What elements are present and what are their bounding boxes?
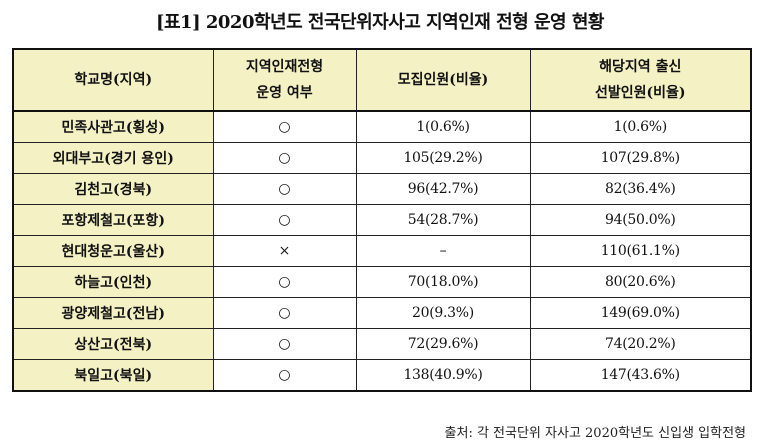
table-row: 광양제철고(전남) ○ 20(9.3%) 149(69.0%): [12, 297, 752, 329]
table-title: [표1] 2020학년도 전국단위자사고 지역인재 전형 운영 현황: [155, 12, 605, 33]
table-row: 김천고(경북) ○ 96(42.7%) 82(36.4%): [12, 173, 752, 205]
selected-cell: 149(69.0%): [529, 297, 752, 329]
source-note: 출처: 각 전국단위 자사고 2020학년도 신입생 입학전형: [444, 426, 746, 441]
header-selected-line2: 선발인원(비율): [594, 85, 686, 101]
header-school-line: 학교명(지역): [74, 72, 153, 88]
table-row: 외대부고(경기 용인) ○ 105(29.2%) 107(29.8%): [12, 142, 752, 174]
table-row: 포항제철고(포항) ○ 54(28.7%) 94(50.0%): [12, 204, 752, 236]
school-cell: 하늘고(인천): [12, 266, 214, 298]
selected-cell: 1(0.6%): [529, 110, 752, 143]
selected-cell: 74(20.2%): [529, 328, 752, 360]
operated-cell: ○: [212, 297, 357, 329]
selected-cell: 147(43.6%): [529, 359, 752, 392]
header-recruit-line: 모집인원(비율): [397, 72, 489, 88]
header-row: 학교명(지역) 지역인재전형 운영 여부 모집인원(비율) 해당지역 출신 선발…: [12, 48, 752, 112]
recruit-cell: –: [355, 235, 531, 267]
operated-cell: ○: [212, 359, 357, 392]
table-row: 상산고(전북) ○ 72(29.6%) 74(20.2%): [12, 328, 752, 360]
recruit-cell: 138(40.9%): [355, 359, 531, 392]
recruitment-table: 학교명(지역) 지역인재전형 운영 여부 모집인원(비율) 해당지역 출신 선발…: [12, 48, 752, 392]
header-recruit: 모집인원(비율): [355, 48, 531, 112]
school-cell: 김천고(경북): [12, 173, 214, 205]
school-cell: 북일고(북일): [12, 359, 214, 392]
school-cell: 현대청운고(울산): [12, 235, 214, 267]
header-selected: 해당지역 출신 선발인원(비율): [529, 48, 752, 112]
recruit-cell: 70(18.0%): [355, 266, 531, 298]
header-operated: 지역인재전형 운영 여부: [212, 48, 357, 112]
school-cell: 광양제철고(전남): [12, 297, 214, 329]
operated-cell: ○: [212, 266, 357, 298]
school-cell: 민족사관고(횡성): [12, 110, 214, 143]
recruit-cell: 54(28.7%): [355, 204, 531, 236]
recruit-cell: 1(0.6%): [355, 110, 531, 143]
recruit-cell: 20(9.3%): [355, 297, 531, 329]
operated-cell: ×: [212, 235, 357, 267]
header-operated-line2: 운영 여부: [256, 85, 313, 101]
selected-cell: 80(20.6%): [529, 266, 752, 298]
operated-cell: ○: [212, 328, 357, 360]
recruit-cell: 96(42.7%): [355, 173, 531, 205]
selected-cell: 82(36.4%): [529, 173, 752, 205]
table-row: 북일고(북일) ○ 138(40.9%) 147(43.6%): [12, 359, 752, 392]
header-school: 학교명(지역): [12, 48, 214, 112]
table-row: 현대청운고(울산) × – 110(61.1%): [12, 235, 752, 267]
school-cell: 상산고(전북): [12, 328, 214, 360]
table-row: 하늘고(인천) ○ 70(18.0%) 80(20.6%): [12, 266, 752, 298]
school-cell: 포항제철고(포항): [12, 204, 214, 236]
operated-cell: ○: [212, 204, 357, 236]
selected-cell: 107(29.8%): [529, 142, 752, 174]
selected-cell: 110(61.1%): [529, 235, 752, 267]
operated-cell: ○: [212, 142, 357, 174]
selected-cell: 94(50.0%): [529, 204, 752, 236]
table-row: 민족사관고(횡성) ○ 1(0.6%) 1(0.6%): [12, 110, 752, 143]
header-operated-line1: 지역인재전형: [245, 59, 324, 75]
recruit-cell: 105(29.2%): [355, 142, 531, 174]
operated-cell: ○: [212, 173, 357, 205]
recruit-cell: 72(29.6%): [355, 328, 531, 360]
school-cell: 외대부고(경기 용인): [12, 142, 214, 174]
header-selected-line1: 해당지역 출신: [599, 59, 682, 75]
operated-cell: ○: [212, 110, 357, 143]
